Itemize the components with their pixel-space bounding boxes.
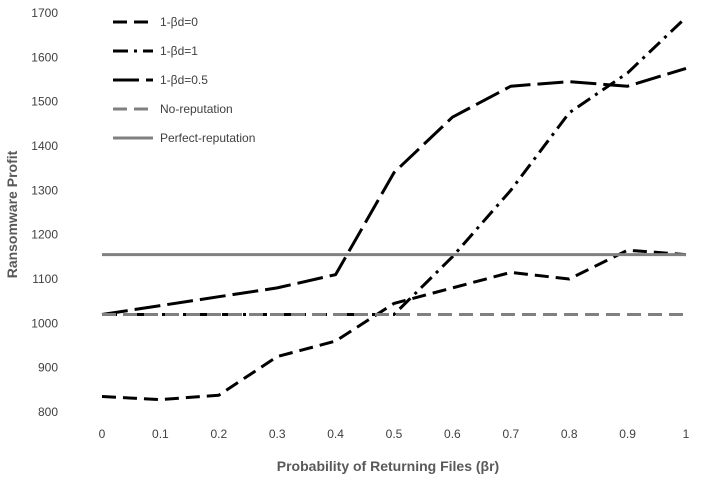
legend-label: No-reputation — [160, 102, 233, 116]
x-axis-title: Probability of Returning Files (βr) — [277, 458, 499, 474]
legend-label: 1-βd=0.5 — [160, 73, 208, 87]
legend-label: 1-βd=1 — [160, 44, 198, 58]
x-tick-label: 0.5 — [386, 427, 403, 441]
x-tick-label: 0.1 — [152, 427, 169, 441]
x-tick-label: 0.7 — [502, 427, 519, 441]
x-tick-label: 0.2 — [210, 427, 227, 441]
y-axis-ticks: 800 900 1000 1100 1200 1300 1400 1500 1600 1700 — [31, 6, 58, 419]
y-tick-label: 900 — [38, 361, 58, 375]
x-tick-label: 0 — [99, 427, 106, 441]
x-tick-label: 1 — [683, 427, 690, 441]
x-tick-label: 0.8 — [561, 427, 578, 441]
x-tick-label: 0.3 — [269, 427, 286, 441]
y-tick-label: 1600 — [31, 50, 58, 64]
x-tick-label: 0.6 — [444, 427, 461, 441]
series-line — [101, 66, 687, 316]
x-axis-ticks: 0 0.1 0.2 0.3 0.4 0.5 0.6 0.7 0.8 0.9 1 — [99, 427, 690, 441]
series-line — [102, 16, 688, 316]
y-tick-label: 1700 — [31, 6, 58, 20]
y-tick-label: 1500 — [31, 95, 58, 109]
legend-label: Perfect-reputation — [160, 131, 255, 145]
x-tick-label: 0.9 — [619, 427, 636, 441]
y-tick-label: 1400 — [31, 139, 58, 153]
y-tick-label: 1300 — [31, 183, 58, 197]
y-tick-label: 800 — [38, 405, 58, 419]
y-tick-label: 1200 — [31, 228, 58, 242]
legend: 1-βd=0 1-βd=1 1-βd=0.5 No-reputation Perfect… — [113, 15, 255, 145]
x-tick-label: 0.4 — [327, 427, 344, 441]
y-tick-label: 1100 — [32, 272, 58, 286]
legend-label: 1-βd=0 — [160, 15, 198, 29]
series-lines — [101, 16, 688, 402]
series-line — [101, 248, 687, 402]
y-tick-label: 1000 — [31, 316, 58, 330]
y-axis-title: Ransomware Profit — [4, 150, 20, 278]
